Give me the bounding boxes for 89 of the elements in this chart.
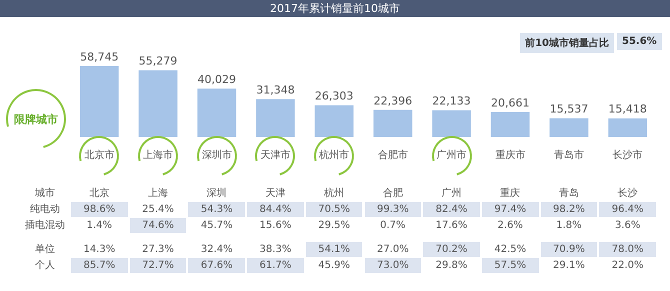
x-axis-title: 城市 — [34, 186, 56, 201]
data-label: 1.4% — [86, 219, 114, 233]
data-label: 98.6% — [71, 202, 128, 217]
data-label: 58,745 — [80, 50, 119, 64]
data-label: 29.5% — [317, 219, 352, 233]
data-label: 70.2% — [423, 242, 480, 257]
data-label: 99.3% — [364, 202, 422, 217]
data-label: 0.7% — [379, 219, 407, 233]
x-tick-label: 深圳市 — [202, 148, 232, 161]
x-tick-label: 合肥市 — [378, 148, 408, 161]
data-label: 54.3% — [188, 202, 246, 217]
data-label: 55,279 — [138, 54, 178, 68]
data-label: 22.0% — [610, 259, 645, 273]
y-tick-label: 插电混动 — [24, 218, 66, 233]
data-label: 1.8% — [555, 219, 583, 233]
data-label: 74.6% — [130, 218, 186, 233]
data-label: 73.0% — [364, 258, 422, 273]
x-tick-label: 广州市 — [436, 148, 467, 161]
data-label: 70.9% — [540, 242, 598, 257]
text: 限牌城市 — [14, 112, 58, 127]
bar — [432, 110, 471, 137]
y-tick-label: 单位 — [34, 242, 56, 257]
data-label: 45.9% — [317, 259, 352, 273]
text: 55.6% — [617, 33, 662, 50]
bar — [608, 118, 648, 137]
data-label: 15,418 — [608, 102, 647, 116]
bar — [490, 112, 530, 137]
data-label: 3.6% — [614, 219, 642, 233]
data-label: 97.4% — [482, 202, 539, 217]
data-label: 15.6% — [258, 219, 292, 233]
data-label: 17.6% — [434, 219, 468, 233]
data-label: 2.6% — [496, 219, 524, 233]
y-tick-label: 个人 — [34, 259, 56, 273]
bar — [138, 70, 178, 137]
x-tick-label: 青岛市 — [554, 148, 584, 161]
data-label: 22,396 — [374, 94, 412, 108]
x-tick-label: 合肥 — [382, 187, 404, 201]
data-label: 29.8% — [434, 259, 468, 273]
data-label: 31,348 — [256, 83, 295, 96]
data-label: 40,029 — [198, 72, 236, 86]
text: 前10城市销量占比 — [520, 33, 614, 53]
data-label: 54.1% — [306, 242, 362, 257]
data-label: 27.0% — [376, 243, 410, 257]
x-tick-label: 重庆 — [499, 186, 522, 201]
data-label: 42.5% — [493, 243, 528, 257]
data-label: 57.5% — [482, 258, 539, 273]
x-tick-label: 杭州市 — [318, 148, 350, 161]
data-label: 25.4% — [141, 203, 175, 217]
x-tick-label: 天津 — [264, 186, 286, 201]
chart-title: 2017年累计销量前10城市 — [0, 0, 670, 17]
data-label: 61.7% — [247, 258, 304, 273]
data-label: 27.3% — [141, 243, 175, 257]
data-label: 96.4% — [599, 202, 656, 217]
data-label: 84.4% — [247, 202, 304, 217]
y-tick-label: 纯电动 — [29, 202, 61, 217]
data-label: 32.4% — [200, 243, 234, 257]
data-label: 82.4% — [423, 202, 480, 217]
x-tick-label: 杭州 — [323, 186, 346, 201]
x-tick-label: 青岛 — [558, 186, 580, 201]
data-label: 14.3% — [82, 243, 116, 257]
data-label: 72.7% — [130, 258, 186, 273]
x-tick-label: 北京 — [88, 186, 110, 201]
x-tick-label: 深圳 — [206, 186, 228, 201]
x-tick-label: 重庆市 — [495, 148, 526, 161]
data-label: 26,303 — [314, 90, 354, 103]
bar — [550, 118, 588, 137]
data-label: 15,537 — [550, 102, 588, 116]
data-label: 29.1% — [552, 259, 586, 273]
x-tick-label: 天津市 — [260, 148, 290, 161]
bar — [256, 99, 295, 137]
data-label: 22,133 — [432, 94, 471, 108]
data-label: 78.0% — [599, 242, 656, 257]
data-label: 85.7% — [71, 258, 128, 273]
data-label: 67.6% — [188, 258, 246, 273]
x-tick-label: 长沙市 — [612, 148, 643, 161]
bar — [80, 66, 119, 137]
data-label: 45.7% — [200, 219, 234, 233]
x-tick-label: 上海 — [147, 186, 170, 201]
bar — [373, 110, 412, 137]
bar — [314, 105, 354, 137]
x-tick-label: 广州 — [440, 186, 463, 201]
data-label: 98.2% — [540, 202, 598, 217]
x-tick-label: 上海市 — [143, 148, 174, 161]
data-label: 38.3% — [258, 243, 292, 257]
data-label: 70.5% — [306, 202, 362, 217]
x-tick-label: 北京市 — [84, 148, 114, 161]
data-label: 20,661 — [491, 96, 530, 110]
x-tick-label: 长沙 — [616, 186, 639, 201]
bar — [197, 88, 236, 137]
